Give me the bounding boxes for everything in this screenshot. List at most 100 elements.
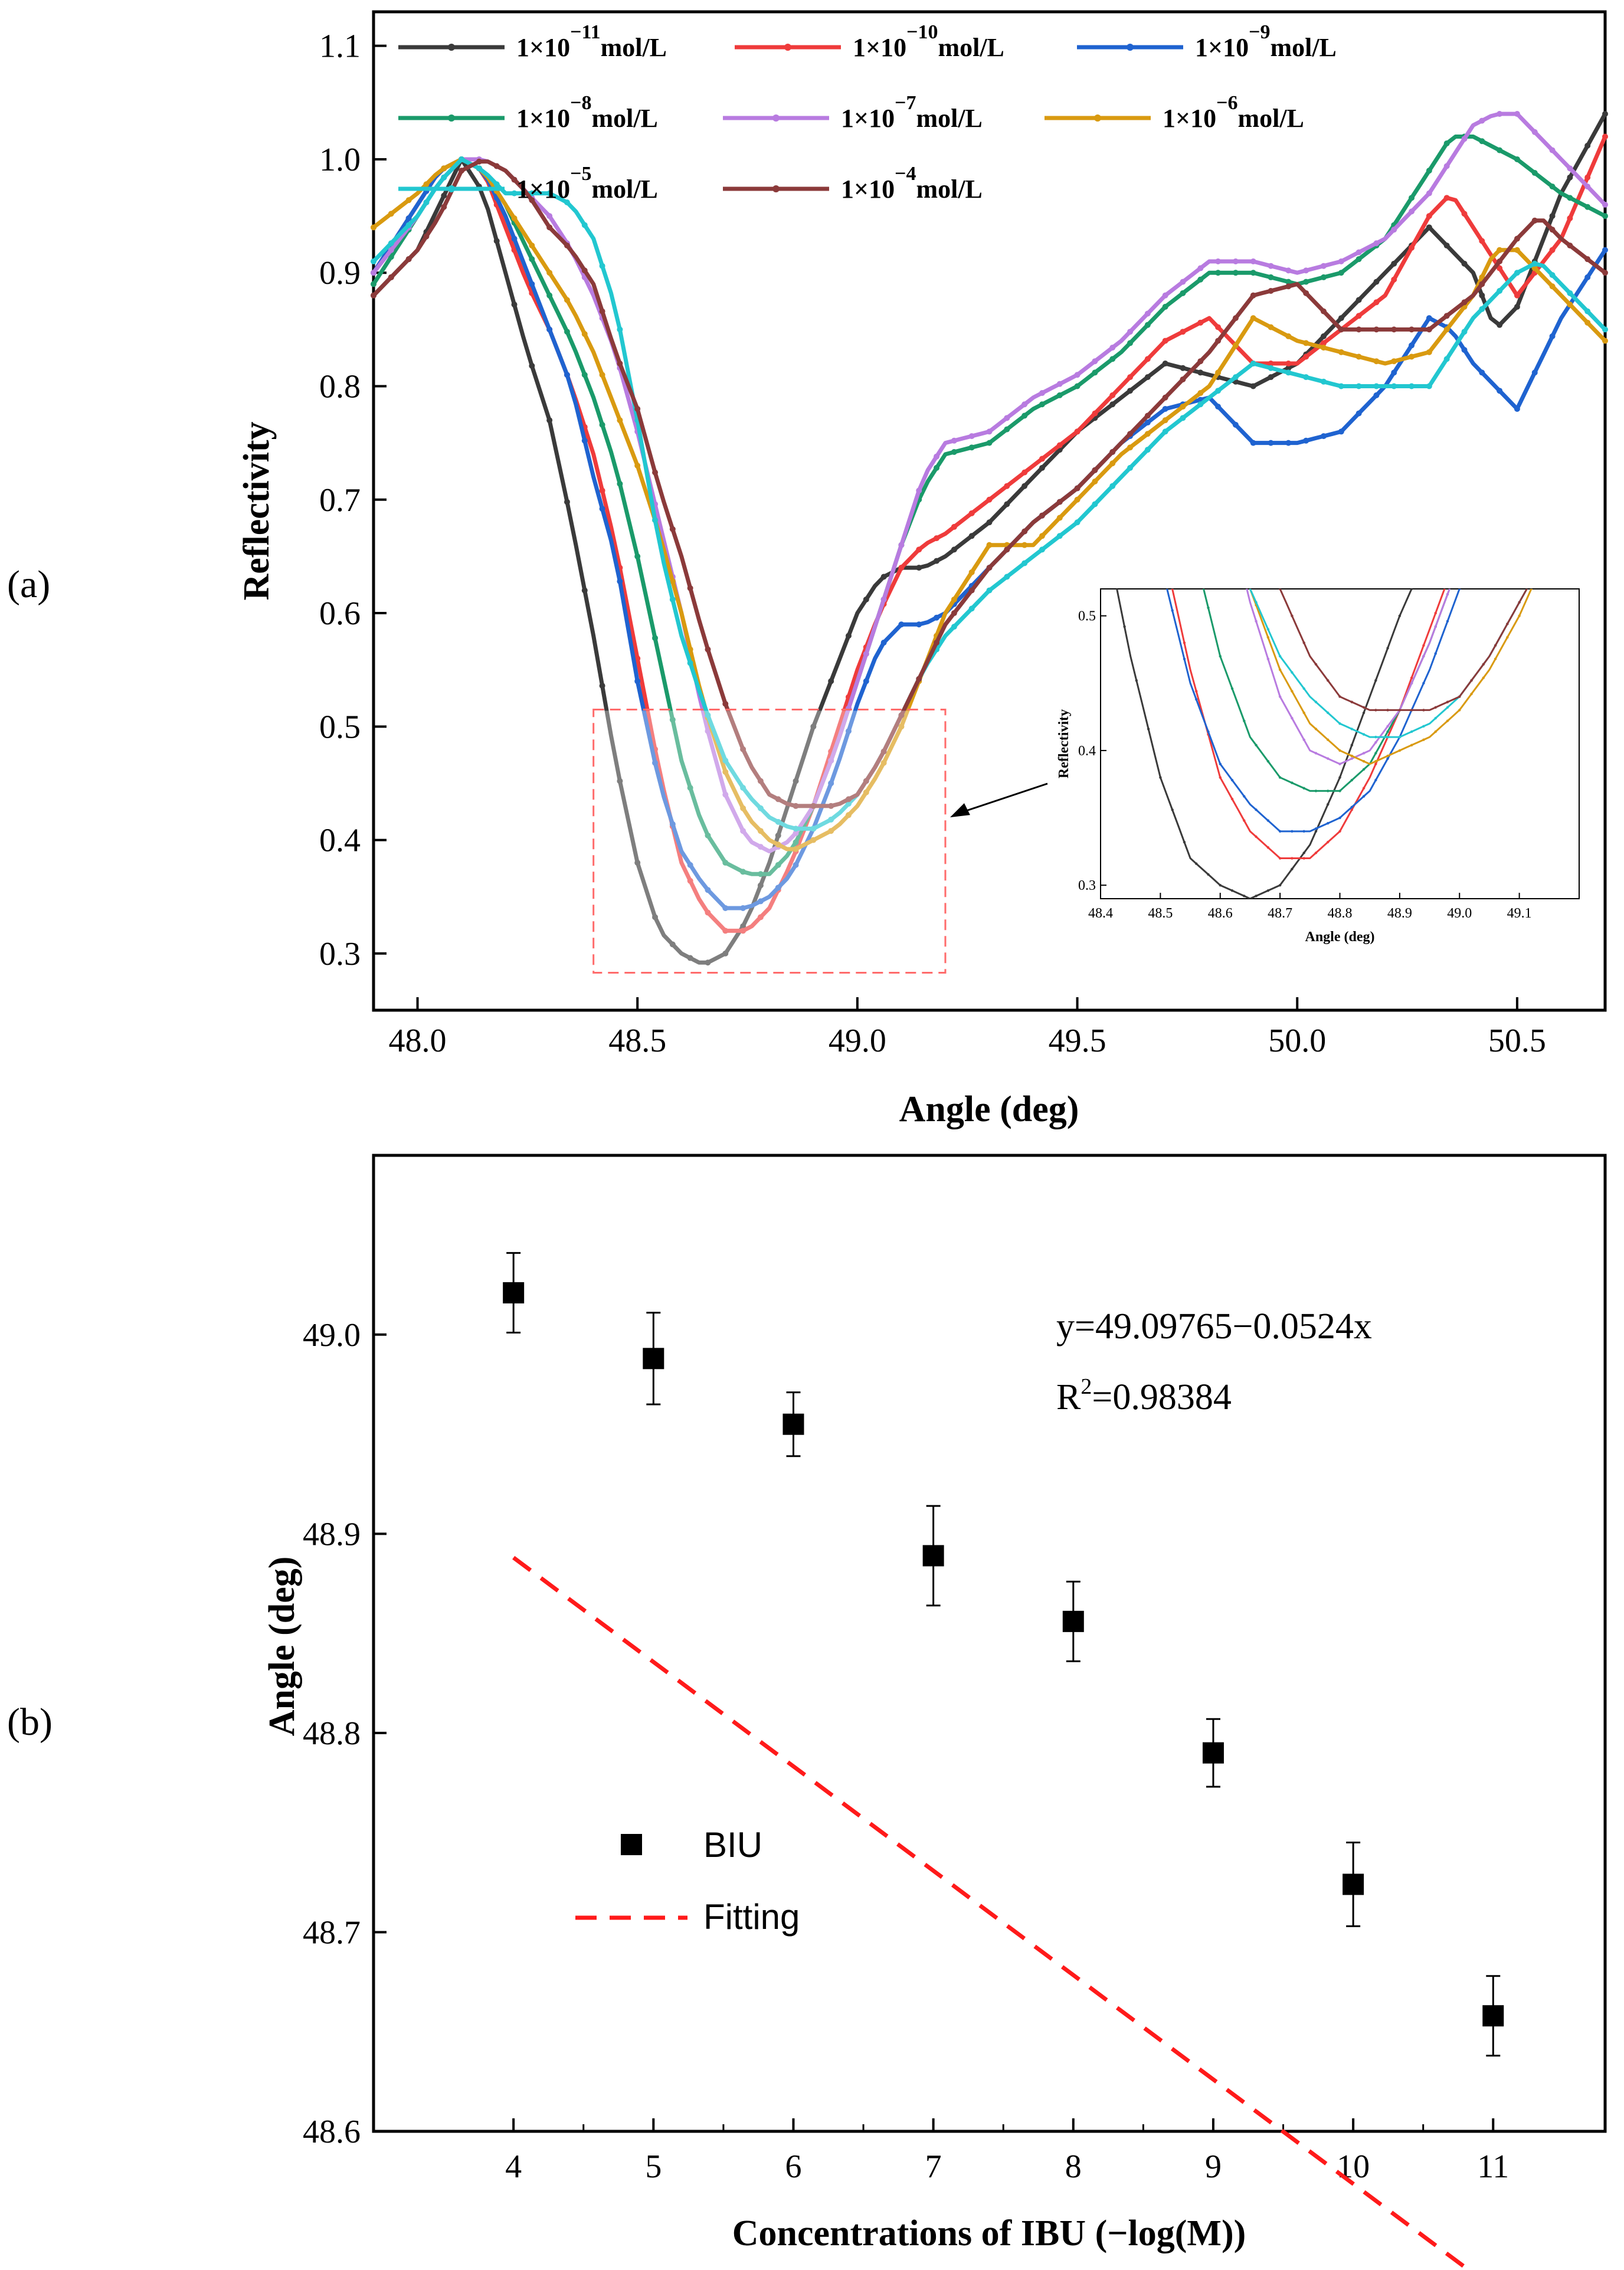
inset-series-point	[1243, 719, 1246, 722]
series-point-a	[441, 165, 447, 172]
series-point-a	[1197, 401, 1204, 408]
series-point-a	[1215, 369, 1222, 376]
inset-series-point	[1219, 883, 1222, 887]
series-point-a	[1409, 326, 1415, 333]
data-point	[922, 1545, 944, 1567]
inset-series-point	[1171, 461, 1173, 463]
inset-series-point	[1302, 857, 1305, 860]
inset-series-point	[1267, 555, 1269, 558]
series-point-a	[1039, 390, 1045, 397]
series-point-a	[951, 437, 957, 444]
inset-series-point	[1195, 558, 1197, 561]
series-point-a	[1180, 279, 1186, 285]
x-tick-label-b: 9	[1205, 2148, 1222, 2185]
data-point	[1202, 1742, 1224, 1764]
series-point-a	[1285, 267, 1292, 274]
series-point-a	[916, 546, 922, 553]
series-point-a	[968, 510, 975, 516]
series-point-a	[880, 759, 887, 766]
series-point-a	[669, 941, 676, 948]
series-point-a	[1144, 322, 1151, 328]
series-point-a	[722, 950, 729, 957]
series-point-a	[1479, 306, 1485, 312]
inset-series-point	[1219, 480, 1222, 482]
series-point-a	[634, 463, 641, 469]
series-point-a	[1039, 464, 1045, 471]
series-point-a	[1443, 326, 1450, 333]
series-group-a	[371, 111, 1608, 972]
inset-series-point	[1231, 528, 1233, 530]
legend-marker-a	[784, 44, 791, 51]
series-point-a	[1320, 345, 1327, 351]
series-point-a	[1514, 405, 1520, 412]
inset-series-point	[1171, 275, 1173, 277]
series-point-a	[1549, 283, 1556, 290]
series-point-a	[652, 635, 659, 641]
series-point-a	[934, 558, 940, 564]
data-point	[782, 1413, 804, 1435]
inset-series-point	[1219, 412, 1222, 415]
inset-series-point	[1518, 426, 1520, 428]
series-point-a	[1180, 404, 1186, 410]
inset-series-point	[1458, 547, 1461, 549]
series-point-a	[1514, 292, 1520, 299]
series-point-a	[1162, 417, 1168, 424]
inset-series-point	[1207, 442, 1209, 444]
inset-x-tick-label: 48.6	[1208, 906, 1233, 921]
y-tick-label-b: 49.0	[303, 1317, 361, 1354]
series-point-a	[1320, 263, 1327, 269]
series-point-a	[1391, 227, 1397, 233]
series-point-a	[828, 802, 834, 809]
plot-b-frame	[372, 1154, 1607, 2133]
y-tick-label-b: 48.7	[303, 1914, 361, 1951]
inset-series-point	[1123, 289, 1125, 291]
inset-series-point	[1135, 679, 1138, 682]
series-point-a	[705, 712, 711, 719]
series-point-a	[1109, 460, 1116, 467]
inset-series-point	[1494, 464, 1497, 466]
series-point-a	[529, 243, 535, 249]
series-point-a	[564, 243, 570, 249]
series-point-a	[529, 256, 535, 263]
inset-series-point	[1278, 830, 1282, 833]
series-point-a	[934, 640, 940, 646]
series-point-a	[1409, 195, 1415, 201]
series-point-a	[1567, 290, 1573, 296]
series-point-a	[1250, 361, 1256, 367]
inset-series-point	[1350, 728, 1353, 731]
inset-series-point	[1243, 577, 1245, 579]
series-point-a	[1567, 174, 1573, 181]
inset-series-point	[1470, 528, 1472, 530]
series-point-a	[1355, 326, 1362, 333]
series-point-a	[1021, 483, 1028, 489]
inset-series-point	[1159, 264, 1161, 267]
inset-series-point	[1278, 883, 1282, 887]
inset-series-point	[1578, 507, 1580, 509]
series-point-a	[863, 596, 869, 602]
inset-series-point	[1374, 709, 1377, 712]
series-point-a	[1162, 428, 1168, 435]
series-point-a	[775, 818, 781, 825]
series-point-a	[757, 914, 764, 921]
series-point-a	[1531, 265, 1538, 271]
series-point-a	[1074, 383, 1081, 389]
series-point-a	[1479, 238, 1485, 244]
inset-series-point	[1446, 719, 1449, 722]
series-point-a	[546, 292, 553, 299]
series-point-a	[845, 796, 852, 802]
inset-series-point	[1410, 682, 1413, 684]
inset-series-point	[1207, 873, 1210, 876]
series-point-a	[529, 190, 535, 196]
series-point-a	[1443, 163, 1450, 169]
series-point-a	[1197, 390, 1204, 397]
series-point-a	[1074, 485, 1081, 492]
series-point-a	[1039, 546, 1045, 553]
series-point-a	[546, 224, 553, 231]
inset-series-point	[1350, 808, 1353, 811]
series-point-a	[1144, 356, 1151, 362]
series-point-a	[1373, 326, 1380, 333]
inset-series-point	[1482, 533, 1485, 536]
x-tick-label-b: 4	[505, 2148, 522, 2185]
inset-series-point	[1554, 490, 1556, 493]
series-point-a	[652, 759, 659, 766]
